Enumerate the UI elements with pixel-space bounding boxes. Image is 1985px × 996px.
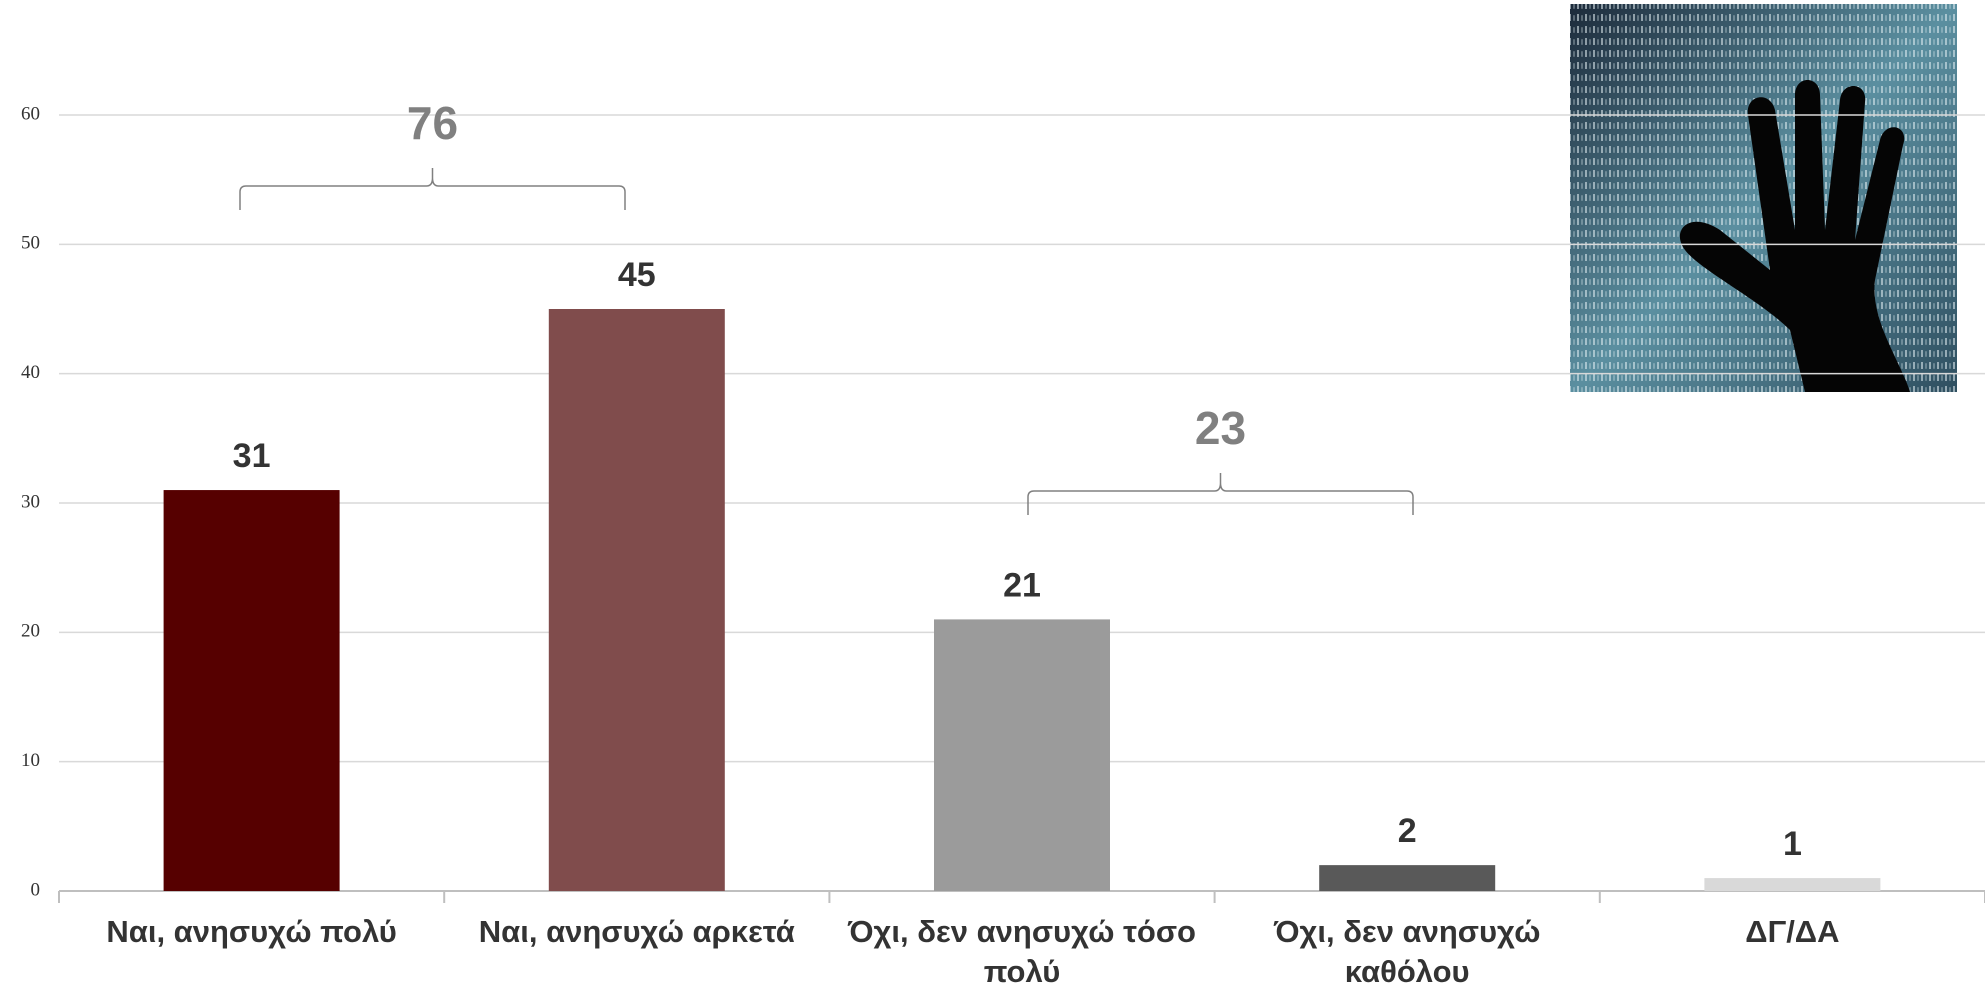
y-tick-label: 30	[21, 491, 40, 512]
decorative-image	[1570, 4, 1957, 392]
bar	[548, 309, 725, 891]
bar	[934, 619, 1110, 891]
value-label: 2	[1398, 812, 1417, 850]
y-tick-label: 20	[21, 621, 40, 642]
bracket-label: 23	[1195, 402, 1246, 454]
bracket-label: 76	[407, 97, 458, 149]
value-label: 1	[1783, 825, 1802, 863]
bracket	[1027, 473, 1414, 515]
bracket	[239, 168, 626, 210]
bar	[1319, 865, 1496, 891]
y-tick-label: 50	[21, 233, 40, 254]
x-tick-label: Ναι, ανησυχώ πολύ	[106, 914, 397, 949]
y-tick-label: 10	[21, 750, 40, 771]
y-tick-label: 60	[21, 103, 40, 124]
bar	[163, 490, 340, 891]
value-label: 21	[1003, 566, 1041, 604]
bar	[1704, 878, 1881, 891]
x-tick-label: Όχι, δεν ανησυχώ τόσο πολύ	[847, 914, 1196, 989]
y-tick-label: 40	[21, 362, 40, 383]
x-tick-label: ΔΓ/ΔΑ	[1745, 914, 1840, 949]
value-label: 45	[618, 256, 656, 294]
value-label: 31	[233, 437, 271, 475]
x-tick-label: Ναι, ανησυχώ αρκετά	[478, 914, 795, 949]
y-tick-label: 0	[31, 879, 41, 900]
x-tick-label: Όχι, δεν ανησυχώ καθόλου	[1273, 914, 1541, 989]
